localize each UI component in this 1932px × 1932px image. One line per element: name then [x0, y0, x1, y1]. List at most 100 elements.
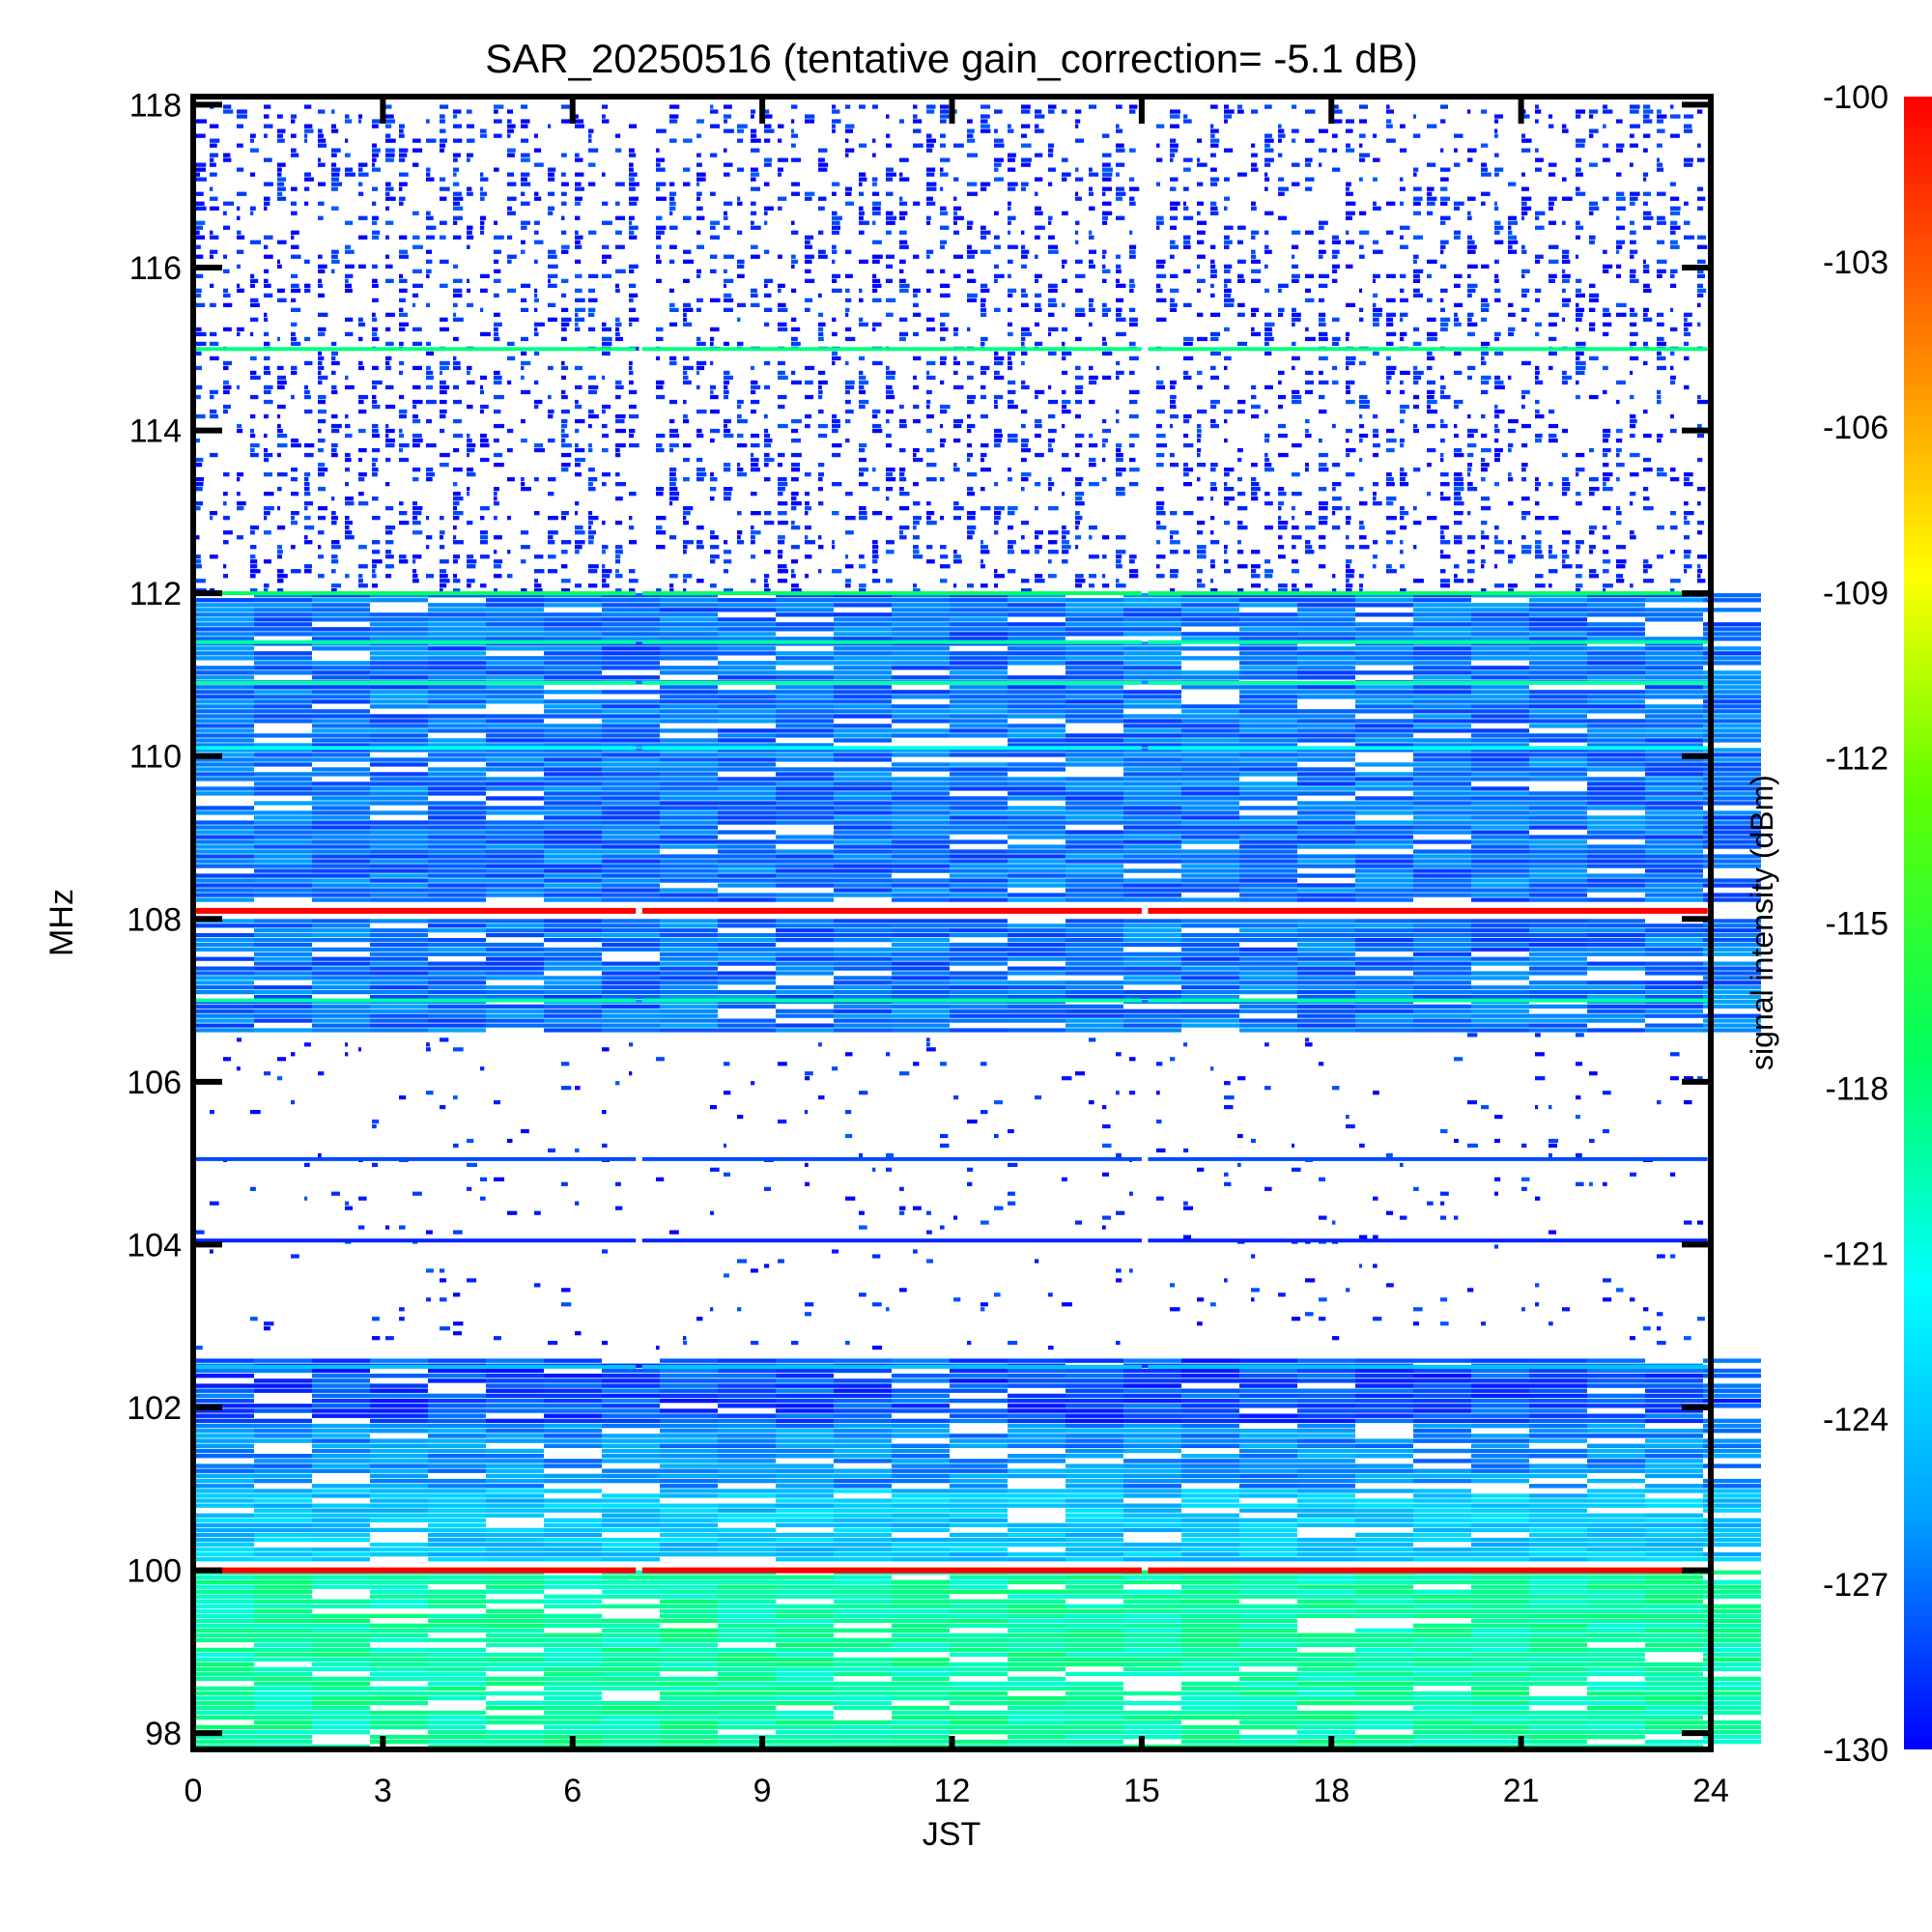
heatmap-cell [1427, 389, 1435, 395]
heatmap-cell [1008, 777, 1065, 781]
heatmap-cell [1008, 153, 1016, 157]
heatmap-cell [1292, 516, 1295, 521]
heatmap-cell [1548, 583, 1552, 588]
heatmap-cell [1616, 273, 1621, 278]
heatmap-cell [291, 153, 299, 157]
heatmap-cell [892, 651, 950, 656]
heatmap-cell [318, 351, 323, 356]
heatmap-cell [1703, 762, 1761, 767]
heatmap-cell [615, 418, 625, 424]
heatmap-cell [710, 327, 720, 332]
heatmap-cell [967, 492, 976, 497]
heatmap-cell [1116, 487, 1125, 492]
heatmap-cell [544, 675, 602, 680]
heatmap-cell [1413, 201, 1421, 206]
heatmap-cell [1319, 438, 1322, 443]
heatmap-cell [1264, 322, 1275, 327]
heatmap-cell [1440, 384, 1446, 390]
heatmap-cell [669, 399, 677, 405]
heatmap-cell [1021, 162, 1031, 167]
heatmap-cell [1535, 331, 1540, 337]
heatmap-cell [791, 463, 800, 468]
heatmap-cell [370, 724, 428, 728]
heatmap-cell [372, 540, 381, 545]
heatmap-cell [1643, 409, 1648, 414]
heatmap-cell [1471, 608, 1529, 612]
heatmap-cell [1630, 535, 1636, 540]
heatmap-cell [1239, 796, 1297, 801]
heatmap-cell [1197, 452, 1201, 458]
heatmap-cell [669, 114, 679, 119]
heatmap-cell [544, 820, 602, 825]
heatmap-cell [250, 331, 254, 337]
heatmap-cell [1239, 685, 1297, 690]
heatmap-cell [588, 138, 592, 143]
heatmap-cell [291, 186, 298, 191]
heatmap-cell [1589, 447, 1594, 453]
heatmap-cell [660, 632, 718, 637]
heatmap-cell [1008, 331, 1013, 337]
heatmap-cell [791, 119, 795, 124]
heatmap-cell [683, 413, 688, 419]
heatmap-cell [250, 375, 261, 381]
heatmap-cell [1657, 259, 1667, 264]
heatmap-cell [1170, 186, 1177, 191]
heatmap-cell [428, 757, 486, 762]
heatmap-cell [776, 820, 834, 825]
heatmap-cell [1297, 651, 1355, 656]
heatmap-cell [372, 157, 377, 162]
heatmap-cell [304, 492, 311, 497]
heatmap-cell [1386, 380, 1390, 385]
heatmap-cell [304, 482, 310, 487]
heatmap-cell [950, 608, 1008, 612]
heatmap-cell [1156, 182, 1160, 186]
heatmap-cell [494, 375, 502, 381]
heatmap-cell [940, 186, 944, 191]
heatmap-cell [1183, 511, 1194, 516]
heatmap-cell [776, 627, 834, 632]
heatmap-cell [1616, 559, 1627, 564]
heatmap-cell [1413, 675, 1471, 680]
heatmap-cell [872, 554, 879, 559]
heatmap-cell [710, 191, 716, 196]
heatmap-cell [1697, 501, 1701, 506]
heatmap-cell [1048, 550, 1059, 554]
heatmap-cell [250, 447, 255, 453]
heatmap-cell [1035, 278, 1038, 283]
heatmap-cell [1116, 492, 1125, 497]
heatmap-cell [764, 157, 773, 162]
heatmap-cell [358, 162, 368, 167]
heatmap-cell [1075, 413, 1081, 419]
heatmap-cell [1529, 695, 1587, 699]
heatmap-cell [1440, 186, 1448, 191]
heatmap-cell [805, 554, 812, 559]
heatmap-cell [548, 177, 555, 182]
heatmap-cell [1224, 501, 1230, 506]
heatmap-cell [629, 153, 637, 157]
heatmap-cell [710, 124, 720, 128]
heatmap-cell [1373, 497, 1377, 501]
heatmap-cell [250, 240, 261, 244]
heatmap-cell [1535, 322, 1542, 327]
heatmap-cell [1587, 670, 1645, 675]
heatmap-cell [1481, 317, 1488, 322]
heatmap-cell [534, 569, 545, 574]
heatmap-cell [1278, 133, 1286, 138]
heatmap-cell [669, 182, 675, 186]
heatmap-cell [1521, 196, 1532, 201]
heatmap-cell [223, 302, 233, 307]
heatmap-cell [1239, 825, 1297, 830]
heatmap-cell [467, 468, 473, 472]
heatmap-cell [913, 302, 919, 307]
heatmap-cell [561, 579, 571, 583]
heatmap-cell [778, 404, 785, 410]
heatmap-cell [534, 307, 538, 312]
heatmap-cell [440, 535, 443, 540]
heatmap-cell [1237, 259, 1246, 264]
heatmap-cell [1630, 124, 1640, 128]
heatmap-cell [1297, 810, 1355, 815]
heatmap-cell [1657, 336, 1664, 342]
heatmap-cell [521, 438, 527, 443]
heatmap-cell [696, 206, 703, 211]
heatmap-cell [210, 230, 213, 235]
